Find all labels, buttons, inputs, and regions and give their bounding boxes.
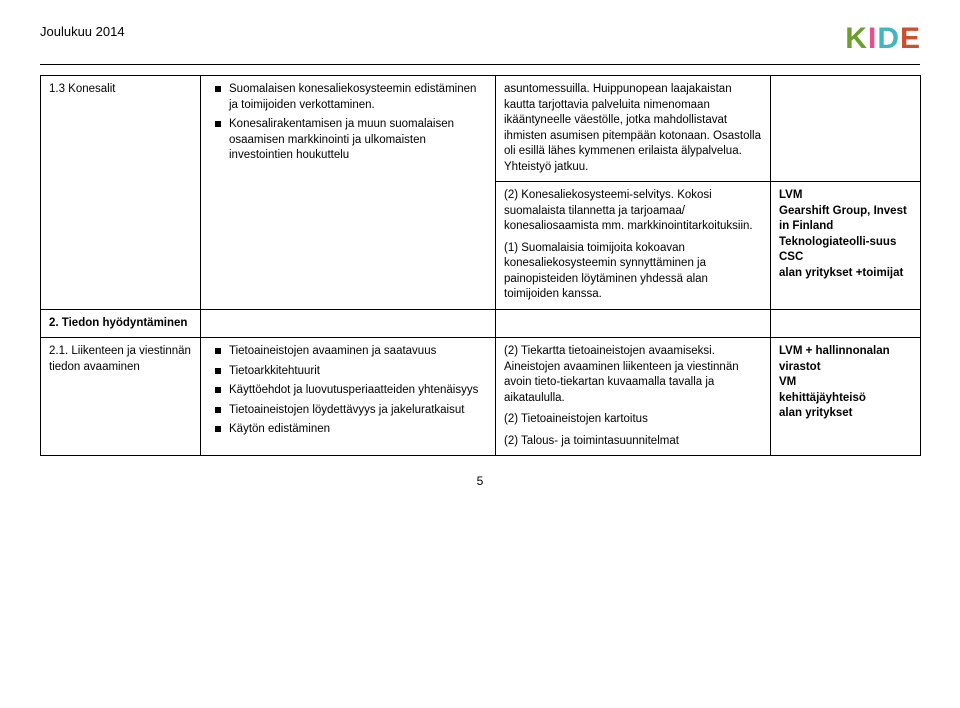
- bullet-list: Tietoaineistojen avaaminen ja saatavuus …: [209, 344, 487, 438]
- cell-overflow-text: asuntomessuilla. Huippunopean laajakaist…: [496, 76, 771, 182]
- actor-lvm: LVM: [779, 188, 912, 204]
- cell-outcome-21: (2) Tiekartta tietoaineistojen avaamisek…: [496, 338, 771, 456]
- paragraph: (2) Tiekartta tietoaineistojen avaamisek…: [504, 344, 762, 406]
- paragraph: (2) Tietoaineistojen kartoitus: [504, 412, 762, 428]
- header-divider: [40, 64, 920, 65]
- table-row: 1.3 Konesalit Suomalaisen konesaliekosys…: [41, 76, 921, 182]
- cell-outcome-13: (2) Konesaliekosysteemi-selvitys. Kokosi…: [496, 182, 771, 310]
- actor-vm: VM: [779, 375, 912, 391]
- actor-kehittaja: kehittäjäyhteisö: [779, 391, 912, 407]
- logo-letter-d: D: [877, 24, 899, 54]
- list-item: Tietoaineistojen avaaminen ja saatavuus: [209, 344, 487, 360]
- actor-lvm-plus: LVM + hallinnonalan virastot: [779, 344, 912, 375]
- list-item: Käytön edistäminen: [209, 422, 487, 438]
- list-item: Tietoarkkitehtuurit: [209, 364, 487, 380]
- logo-letter-k: K: [845, 24, 867, 54]
- cell-title-13: 1.3 Konesalit: [41, 76, 201, 310]
- cell-empty: [771, 309, 921, 338]
- page-header: Joulukuu 2014 K I D E: [40, 24, 920, 54]
- actor-gearshift: Gearshift Group, Invest in Finland Tekno…: [779, 204, 912, 251]
- actor-alan: alan yritykset: [779, 406, 912, 422]
- actor-csc: CSC: [779, 250, 912, 266]
- paragraph: (1) Suomalaisia toimijoita kokoavan kone…: [504, 241, 762, 303]
- cell-title-21: 2.1. Liikenteen ja viestinnän tiedon ava…: [41, 338, 201, 456]
- kide-logo: K I D E: [845, 24, 920, 54]
- cell-desc-13: Suomalaisen konesaliekosysteemin edistäm…: [201, 76, 496, 310]
- actor-yritykset: alan yritykset +toimijat: [779, 266, 912, 282]
- list-item: Käyttöehdot ja luovutusperiaatteiden yht…: [209, 383, 487, 399]
- logo-letter-i: I: [868, 24, 876, 54]
- list-item: Suomalaisen konesaliekosysteemin edistäm…: [209, 82, 487, 113]
- cell-desc-21: Tietoaineistojen avaaminen ja saatavuus …: [201, 338, 496, 456]
- list-item: Konesalirakentamisen ja muun suomalaisen…: [209, 117, 487, 164]
- section-header-row: 2. Tiedon hyödyntäminen: [41, 309, 921, 338]
- logo-letter-e: E: [900, 24, 920, 54]
- paragraph: (2) Talous- ja toimintasuunnitelmat: [504, 434, 762, 450]
- bullet-list: Suomalaisen konesaliekosysteemin edistäm…: [209, 82, 487, 164]
- table-row: 2.1. Liikenteen ja viestinnän tiedon ava…: [41, 338, 921, 456]
- cell-empty: [771, 76, 921, 182]
- paragraph: (2) Konesaliekosysteemi-selvitys. Kokosi…: [504, 188, 762, 235]
- page-root: Joulukuu 2014 K I D E 1.3 Konesalit Suom…: [0, 0, 960, 488]
- date-label: Joulukuu 2014: [40, 24, 125, 39]
- cell-empty: [496, 309, 771, 338]
- cell-actors-21: LVM + hallinnonalan virastot VM kehittäj…: [771, 338, 921, 456]
- cell-empty: [201, 309, 496, 338]
- section-title: 2. Tiedon hyödyntäminen: [41, 309, 201, 338]
- list-item: Tietoaineistojen löydettävyys ja jakelur…: [209, 403, 487, 419]
- cell-actors-13: LVM Gearshift Group, Invest in Finland T…: [771, 182, 921, 310]
- main-table: 1.3 Konesalit Suomalaisen konesaliekosys…: [40, 75, 921, 456]
- page-number: 5: [40, 474, 920, 488]
